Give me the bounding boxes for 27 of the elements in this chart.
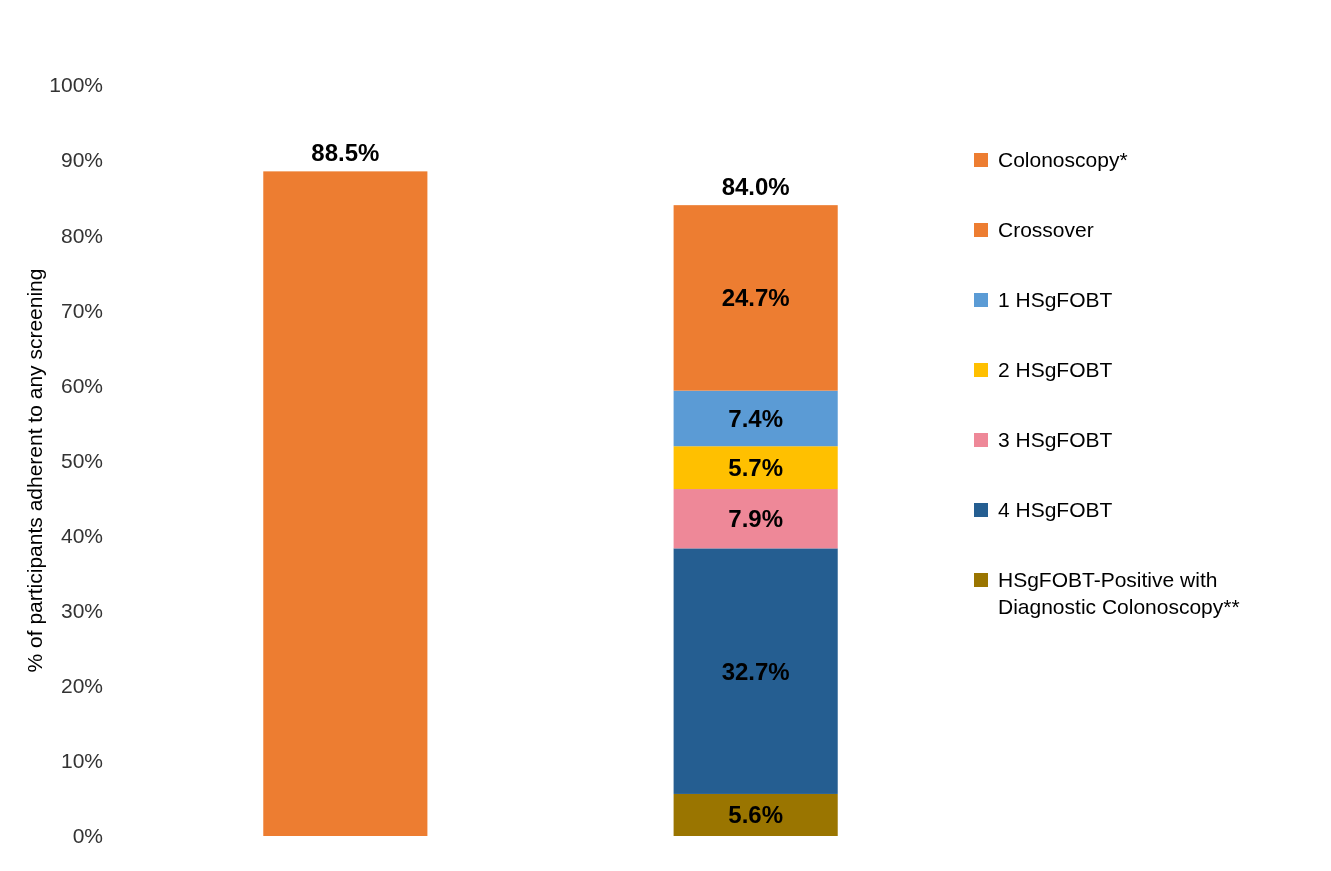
- y-tick-label: 20%: [60, 674, 103, 698]
- y-axis-title: % of participants adherent to any screening: [23, 268, 46, 673]
- y-tick-label: 80%: [60, 223, 103, 247]
- legend-label: 4 HSgFOBT: [998, 498, 1113, 522]
- data-label: 32.7%: [721, 657, 790, 685]
- data-label: 24.7%: [721, 284, 790, 312]
- y-tick-label: 10%: [60, 749, 103, 773]
- y-tick-label: 0%: [72, 824, 103, 848]
- data-label: 5.7%: [728, 454, 784, 482]
- data-label: 5.6%: [728, 801, 784, 829]
- legend-label: Colonoscopy*: [998, 148, 1128, 172]
- y-tick-label: 40%: [60, 523, 103, 547]
- legend-label: HSgFOBT-Positive with Diagnostic Colonoscopy**: [998, 568, 1240, 618]
- legend-label: 1 HSgFOBT: [998, 288, 1113, 312]
- total-label: 84.0%: [721, 173, 790, 201]
- y-tick-label: 60%: [60, 373, 103, 397]
- legend-label: 3 HSgFOBT: [998, 428, 1113, 452]
- data-label: 7.9%: [728, 505, 784, 533]
- y-tick-label: 70%: [60, 298, 103, 322]
- data-label: 7.4%: [728, 404, 784, 432]
- y-tick-label: 90%: [60, 148, 103, 172]
- legend-label: 2 HSgFOBT: [998, 358, 1113, 382]
- total-label: 88.5%: [311, 139, 380, 167]
- y-tick-label: 30%: [60, 599, 103, 623]
- y-tick-label: 100%: [49, 73, 103, 97]
- legend-label: Crossover: [998, 218, 1094, 242]
- y-tick-label: 50%: [60, 448, 103, 472]
